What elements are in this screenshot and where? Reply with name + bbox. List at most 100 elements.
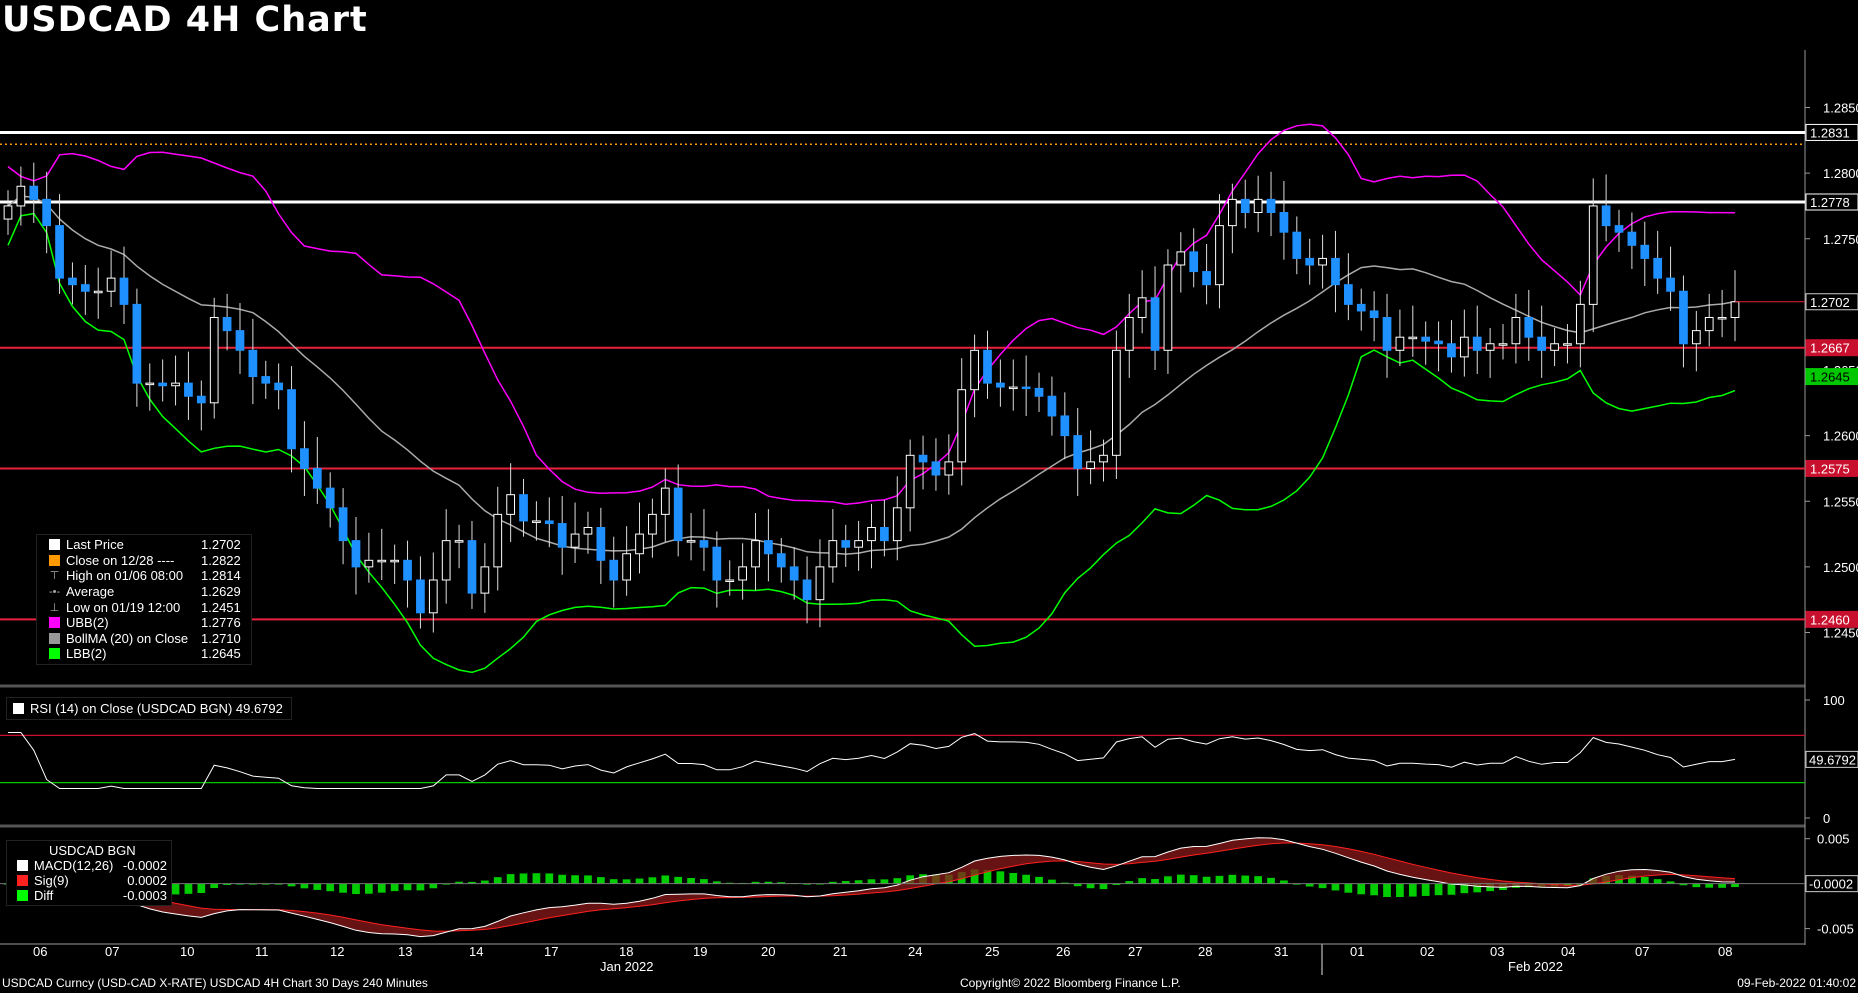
- down-candle: [1021, 386, 1031, 390]
- macd-histogram-bar: [1331, 883, 1340, 891]
- legend-label: Close on 12/28 ----: [66, 552, 175, 568]
- up-candle: [106, 277, 116, 292]
- y-tick-label: 1.2500: [1823, 560, 1858, 575]
- macd-histogram-bar: [1009, 872, 1018, 884]
- up-candle: [93, 290, 103, 294]
- legend-item: Last Price 1.2702: [37, 537, 251, 553]
- price-tag: [1805, 368, 1858, 386]
- up-candle: [1112, 349, 1121, 456]
- x-tick-label: 31: [1274, 944, 1288, 959]
- x-tick-label: 28: [1198, 944, 1212, 959]
- diff-row-value: -0.0003: [122, 888, 167, 903]
- down-candle: [1434, 340, 1443, 345]
- rsi-tick-label: 100: [1823, 693, 1845, 708]
- down-candle: [287, 389, 296, 450]
- macd-histogram-bar: [1370, 883, 1379, 896]
- down-candle: [1382, 317, 1392, 351]
- macd-histogram-bar: [377, 883, 386, 893]
- down-candle: [338, 507, 348, 542]
- x-tick-label: 13: [398, 944, 412, 959]
- rsi-tick-label: 0: [1823, 811, 1830, 826]
- x-tick-label: 06: [33, 944, 47, 959]
- down-candle: [1073, 435, 1083, 469]
- price-tag-label: 1.2667: [1810, 341, 1850, 356]
- macd-histogram-bar: [416, 883, 425, 891]
- macd-tick-label: 0.005: [1817, 832, 1850, 847]
- up-candle: [171, 382, 180, 387]
- down-candle: [712, 546, 722, 581]
- down-candle: [996, 382, 1005, 388]
- down-candle: [983, 349, 992, 384]
- down-candle: [1331, 257, 1340, 286]
- signal-row-value: 0.0002: [127, 873, 167, 888]
- macd-histogram-bar: [1383, 883, 1391, 897]
- up-candle: [1704, 317, 1714, 332]
- diff-swatch: [17, 890, 28, 901]
- down-candle: [467, 540, 477, 594]
- macd-histogram-bar: [1241, 875, 1250, 884]
- macd-histogram-bar: [223, 883, 231, 886]
- down-candle: [1679, 290, 1688, 345]
- macd-histogram-bar: [339, 883, 347, 893]
- macd-histogram-bar: [429, 883, 438, 889]
- x-tick-label: 24: [908, 944, 922, 959]
- macd-histogram-bar: [1718, 883, 1726, 888]
- price-tag: [1805, 459, 1858, 477]
- down-candle: [196, 395, 206, 404]
- macd-histogram-bar: [661, 875, 670, 884]
- y-tick-label: 1.2450: [1823, 626, 1858, 641]
- legend-symbol-icon: -•-: [49, 585, 61, 598]
- legend-label: UBB(2): [66, 615, 109, 631]
- x-tick-label: 10: [180, 944, 194, 959]
- macd-histogram-bar: [326, 883, 335, 892]
- up-candle: [1588, 205, 1598, 305]
- up-candle: [867, 527, 876, 542]
- legend-value: 1.2451: [201, 599, 241, 615]
- up-candle: [892, 507, 902, 542]
- macd-value-tag: [1805, 875, 1858, 893]
- lower-bollinger-line: [7, 212, 1736, 674]
- down-candle: [802, 579, 812, 601]
- x-tick-label: 12: [330, 944, 344, 959]
- up-candle: [815, 566, 825, 601]
- down-candle: [1047, 395, 1057, 417]
- macd-histogram-bar: [648, 877, 657, 884]
- up-candle: [209, 317, 219, 404]
- legend-item: -•- Average 1.2629: [37, 584, 251, 600]
- down-candle: [300, 448, 309, 469]
- macd-histogram-bar: [1099, 883, 1108, 890]
- y-tick-label: 1.2850: [1823, 101, 1858, 116]
- up-candle: [1459, 336, 1469, 358]
- rsi-value-label: 49.6792: [1809, 752, 1856, 767]
- macd-histogram-bar: [493, 877, 502, 884]
- macd-histogram-bar: [996, 871, 1005, 884]
- macd-histogram-bar: [1731, 883, 1739, 888]
- macd-histogram-bar: [635, 878, 644, 884]
- macd-histogram-bar: [171, 883, 180, 895]
- up-candle: [957, 389, 967, 463]
- down-candle: [1537, 336, 1547, 351]
- macd-histogram-bar: [1344, 883, 1353, 893]
- down-candle: [68, 277, 77, 286]
- x-tick-label: 21: [833, 944, 847, 959]
- macd-histogram-bar: [712, 881, 721, 884]
- macd-value-label: -0.0002: [1809, 877, 1853, 892]
- price-tag-label: 1.2778: [1810, 195, 1850, 210]
- down-candle: [1240, 198, 1250, 213]
- legend-label: High on 01/06 08:00: [66, 568, 184, 584]
- legend-label: Low on 01/19 12:00: [66, 599, 181, 615]
- legend-swatch: [49, 648, 60, 660]
- macd-histogram-bar: [1215, 875, 1224, 884]
- up-candle: [1215, 225, 1224, 286]
- down-candle: [416, 579, 425, 614]
- down-candle: [1524, 317, 1534, 338]
- down-candle: [776, 553, 786, 568]
- down-candle: [158, 382, 168, 387]
- price-tag: [1805, 293, 1858, 311]
- macd-row-label: MACD(12,26): [33, 858, 114, 873]
- macd-histogram-bar: [609, 879, 618, 884]
- up-candle: [1550, 343, 1559, 351]
- down-candle: [235, 330, 245, 351]
- macd-histogram-bar: [764, 881, 773, 884]
